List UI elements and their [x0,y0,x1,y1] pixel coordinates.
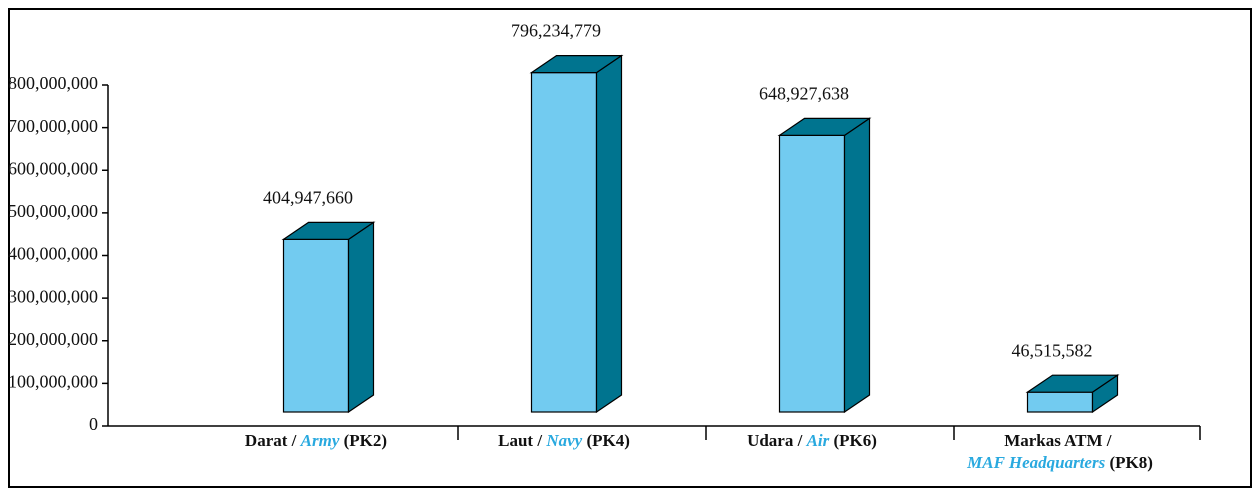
bar-top [777,117,872,136]
bar-top [529,55,624,74]
y-tick-label: 0 [89,414,98,434]
value-label: 648,927,638 [759,84,849,104]
frame [8,8,1252,488]
bar-front [778,134,846,413]
x-tick-label: Markas ATM / MAF Headquarters (PK8) [966,431,1153,472]
bar-top [1025,374,1120,393]
bar-front [282,238,350,413]
x-tick-label: Laut / Navy (PK4) [498,431,630,450]
y-tick-label: 700,000,000 [8,116,98,136]
value-label: 796,234,779 [511,21,601,41]
y-tick-label: 200,000,000 [8,329,98,349]
y-tick-label: 400,000,000 [8,244,98,264]
bar-side [843,117,871,414]
value-label: 46,515,582 [1012,340,1093,360]
y-tick-label: 800,000,000 [8,73,98,93]
bar-front [530,72,598,413]
bar-side [595,54,623,414]
x-tick-label: Udara / Air (PK6) [747,431,877,450]
value-label: 404,947,660 [263,188,353,208]
x-tick-label: Darat / Army (PK2) [245,431,387,450]
y-tick-label: 500,000,000 [8,201,98,221]
y-tick-label: 100,000,000 [8,372,98,392]
bar-top [281,221,376,240]
y-tick-label: 300,000,000 [8,286,98,306]
y-tick-label: 600,000,000 [8,158,98,178]
bar-side [347,221,375,414]
bar-front [1026,391,1094,413]
